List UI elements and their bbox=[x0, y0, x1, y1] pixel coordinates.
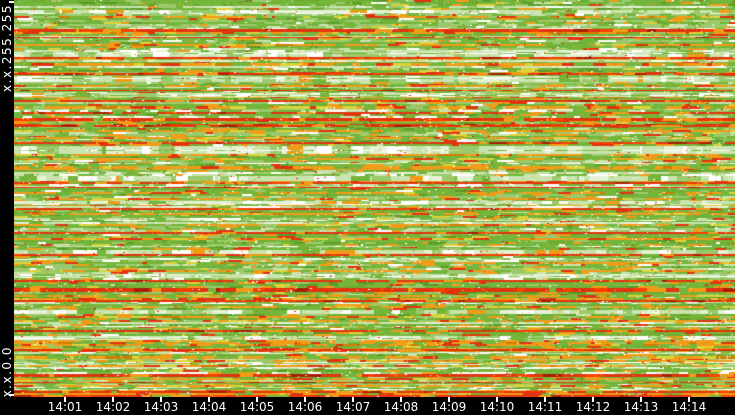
x-axis-tick-label: 14:07 bbox=[335, 400, 371, 414]
x-axis-tick-label: 14:14 bbox=[671, 400, 707, 414]
x-axis-tick-label: 14:13 bbox=[623, 400, 659, 414]
x-axis: 14:01 14:02 14:03 14:04 14:05 14:06 14:07 14:08… bbox=[0, 397, 735, 415]
x-axis-tick bbox=[64, 397, 66, 402]
x-axis-tick bbox=[160, 397, 162, 402]
x-axis-tick-label: 14:10 bbox=[479, 400, 515, 414]
x-axis-tick bbox=[112, 397, 114, 402]
x-axis-tick bbox=[352, 397, 354, 402]
x-axis-tick-label: 14:12 bbox=[575, 400, 611, 414]
x-axis-tick-label: 14:01 bbox=[47, 400, 83, 414]
x-axis-tick-label: 14:06 bbox=[287, 400, 323, 414]
x-axis-tick-label: 14:05 bbox=[239, 400, 275, 414]
x-axis-tick-label: 14:02 bbox=[95, 400, 131, 414]
x-axis-tick-label: 14:04 bbox=[191, 400, 227, 414]
x-axis-tick bbox=[304, 397, 306, 402]
x-axis-tick bbox=[496, 397, 498, 402]
x-axis-tick bbox=[688, 397, 690, 402]
x-axis-tick bbox=[592, 397, 594, 402]
y-axis-label-bottom: x.x.0.0 bbox=[0, 345, 14, 397]
x-axis-tick bbox=[544, 397, 546, 402]
x-axis-tick-label: 14:03 bbox=[143, 400, 179, 414]
x-axis-tick-label: 14:08 bbox=[383, 400, 419, 414]
x-axis-tick bbox=[256, 397, 258, 402]
x-axis-tick bbox=[208, 397, 210, 402]
x-axis-tick-label: 14:09 bbox=[431, 400, 467, 414]
x-axis-tick-label: 14:11 bbox=[527, 400, 563, 414]
y-axis: x.x.255.255 x.x.0.0 bbox=[0, 0, 14, 415]
heatmap-plot bbox=[14, 0, 735, 397]
x-axis-tick bbox=[448, 397, 450, 402]
x-axis-tick bbox=[400, 397, 402, 402]
y-axis-tick-top bbox=[9, 1, 14, 3]
x-axis-tick bbox=[640, 397, 642, 402]
y-axis-label-top: x.x.255.255 bbox=[0, 4, 14, 92]
y-axis-tick-bottom bbox=[9, 394, 14, 396]
